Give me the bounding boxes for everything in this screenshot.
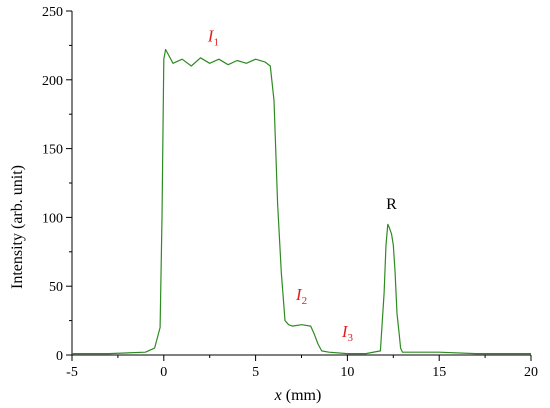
x-tick-label: -5 <box>66 365 78 380</box>
annotations: I1 I2 I3 R <box>207 26 397 344</box>
x-tick-label: 5 <box>252 365 259 380</box>
intensity-line <box>72 48 531 355</box>
y-tick-label: 50 <box>49 280 63 295</box>
annotation-i2: I2 <box>295 285 307 307</box>
x-tick-label: 10 <box>340 365 354 380</box>
annotation-r: R <box>386 196 397 213</box>
x-tick-label: 15 <box>432 365 446 380</box>
y-tick-label: 250 <box>42 5 63 20</box>
y-tick-label: 0 <box>56 349 63 364</box>
ticks <box>66 10 532 361</box>
y-tick-label: 100 <box>42 211 63 226</box>
x-axis-title: x (mm) <box>274 387 322 404</box>
y-axis-title: Intensity (arb. unit) <box>9 165 26 289</box>
y-tick-label: 150 <box>42 143 63 158</box>
x-tick-label: 20 <box>524 365 538 380</box>
y-tick-label: 200 <box>42 74 63 89</box>
annotation-i1: I1 <box>207 26 219 48</box>
annotation-i3: I3 <box>341 322 354 344</box>
x-axis-unit: (mm) <box>282 387 322 404</box>
x-axis-variable: x <box>274 387 282 404</box>
x-tick-label: 0 <box>160 365 167 380</box>
